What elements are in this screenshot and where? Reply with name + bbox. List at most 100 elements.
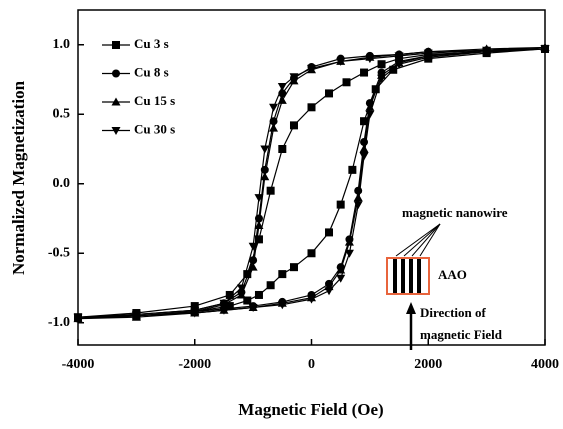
marker bbox=[190, 302, 199, 311]
marker bbox=[277, 82, 287, 91]
marker bbox=[353, 201, 363, 210]
marker bbox=[336, 57, 346, 66]
legend-label: Cu 3 s bbox=[134, 36, 169, 51]
marker bbox=[423, 49, 433, 58]
x-axis-title: Magnetic Field (Oe) bbox=[238, 400, 383, 419]
marker bbox=[389, 65, 398, 74]
marker bbox=[254, 235, 263, 244]
y-tick-label: -1.0 bbox=[48, 315, 70, 330]
marker bbox=[225, 290, 234, 299]
x-tick-label: 4000 bbox=[531, 357, 559, 372]
marker bbox=[278, 145, 287, 154]
marker bbox=[377, 60, 386, 69]
marker bbox=[248, 262, 258, 271]
marker bbox=[278, 270, 287, 279]
marker bbox=[243, 270, 252, 279]
marker bbox=[260, 172, 270, 181]
nanowire bbox=[393, 259, 397, 293]
marker bbox=[269, 103, 279, 112]
marker bbox=[112, 69, 120, 78]
marker bbox=[482, 48, 492, 57]
marker bbox=[307, 64, 316, 73]
x-tick-label: 0 bbox=[308, 357, 315, 372]
marker bbox=[254, 290, 263, 299]
x-tick-label: -4000 bbox=[62, 357, 95, 372]
marker bbox=[277, 95, 287, 104]
marker bbox=[225, 302, 234, 311]
marker bbox=[307, 103, 316, 112]
annotation: magnetic nanowire bbox=[402, 205, 508, 220]
marker bbox=[359, 144, 369, 153]
y-tick-label: 0.5 bbox=[53, 106, 71, 121]
marker bbox=[365, 55, 375, 64]
legend-label: Cu 30 s bbox=[134, 121, 175, 136]
marker bbox=[248, 242, 258, 251]
marker bbox=[249, 256, 258, 265]
marker bbox=[243, 296, 252, 305]
marker bbox=[266, 186, 275, 195]
marker bbox=[289, 73, 299, 82]
marker bbox=[269, 123, 279, 132]
marker bbox=[336, 200, 345, 209]
marker bbox=[353, 193, 363, 202]
y-tick-label: 0.0 bbox=[53, 176, 71, 191]
y-tick-label: 1.0 bbox=[53, 37, 71, 52]
legend-label: Cu 8 s bbox=[134, 64, 169, 79]
series-line bbox=[77, 48, 546, 318]
marker bbox=[236, 290, 246, 299]
nanowire bbox=[401, 259, 405, 293]
marker bbox=[394, 52, 404, 61]
marker bbox=[219, 299, 229, 308]
marker bbox=[112, 41, 120, 49]
marker bbox=[325, 228, 334, 237]
marker bbox=[266, 281, 275, 290]
marker bbox=[254, 220, 264, 229]
marker bbox=[344, 249, 354, 258]
marker bbox=[73, 313, 83, 322]
marker bbox=[248, 303, 258, 312]
marker bbox=[377, 74, 387, 83]
marker bbox=[360, 68, 369, 77]
marker bbox=[324, 287, 334, 296]
marker bbox=[423, 53, 433, 62]
series-line bbox=[77, 48, 546, 320]
marker bbox=[360, 117, 369, 126]
series-line bbox=[77, 48, 546, 318]
marker bbox=[307, 295, 316, 304]
annotation: magnetic Field bbox=[420, 327, 503, 342]
marker bbox=[131, 312, 141, 321]
x-tick-label: 2000 bbox=[414, 357, 442, 372]
marker bbox=[394, 60, 404, 69]
pointer-lines bbox=[395, 223, 441, 257]
marker bbox=[289, 121, 298, 130]
marker bbox=[348, 165, 357, 174]
annotation: AAO bbox=[438, 267, 467, 282]
marker bbox=[236, 284, 246, 293]
marker bbox=[277, 301, 287, 310]
marker bbox=[365, 110, 375, 119]
marker bbox=[289, 263, 298, 272]
nanowire bbox=[409, 259, 413, 293]
marker bbox=[540, 45, 550, 54]
inset bbox=[386, 223, 441, 350]
marker bbox=[190, 309, 200, 318]
marker bbox=[307, 249, 316, 258]
marker bbox=[342, 78, 351, 87]
marker bbox=[219, 306, 229, 315]
y-axis-title: Normalized Magnetization bbox=[9, 80, 28, 275]
arrow-head bbox=[406, 302, 416, 314]
nanowire bbox=[417, 259, 421, 293]
marker bbox=[260, 145, 270, 154]
y-tick-label: -0.5 bbox=[48, 245, 70, 260]
x-tick-label: -2000 bbox=[178, 357, 211, 372]
marker bbox=[254, 194, 264, 203]
marker bbox=[325, 89, 334, 98]
marker bbox=[111, 127, 121, 135]
annotation: Direction of bbox=[420, 305, 486, 320]
marker bbox=[336, 274, 346, 283]
legend-label: Cu 15 s bbox=[134, 93, 175, 108]
marker bbox=[111, 97, 121, 106]
series-line bbox=[77, 46, 546, 320]
marker bbox=[359, 152, 369, 161]
